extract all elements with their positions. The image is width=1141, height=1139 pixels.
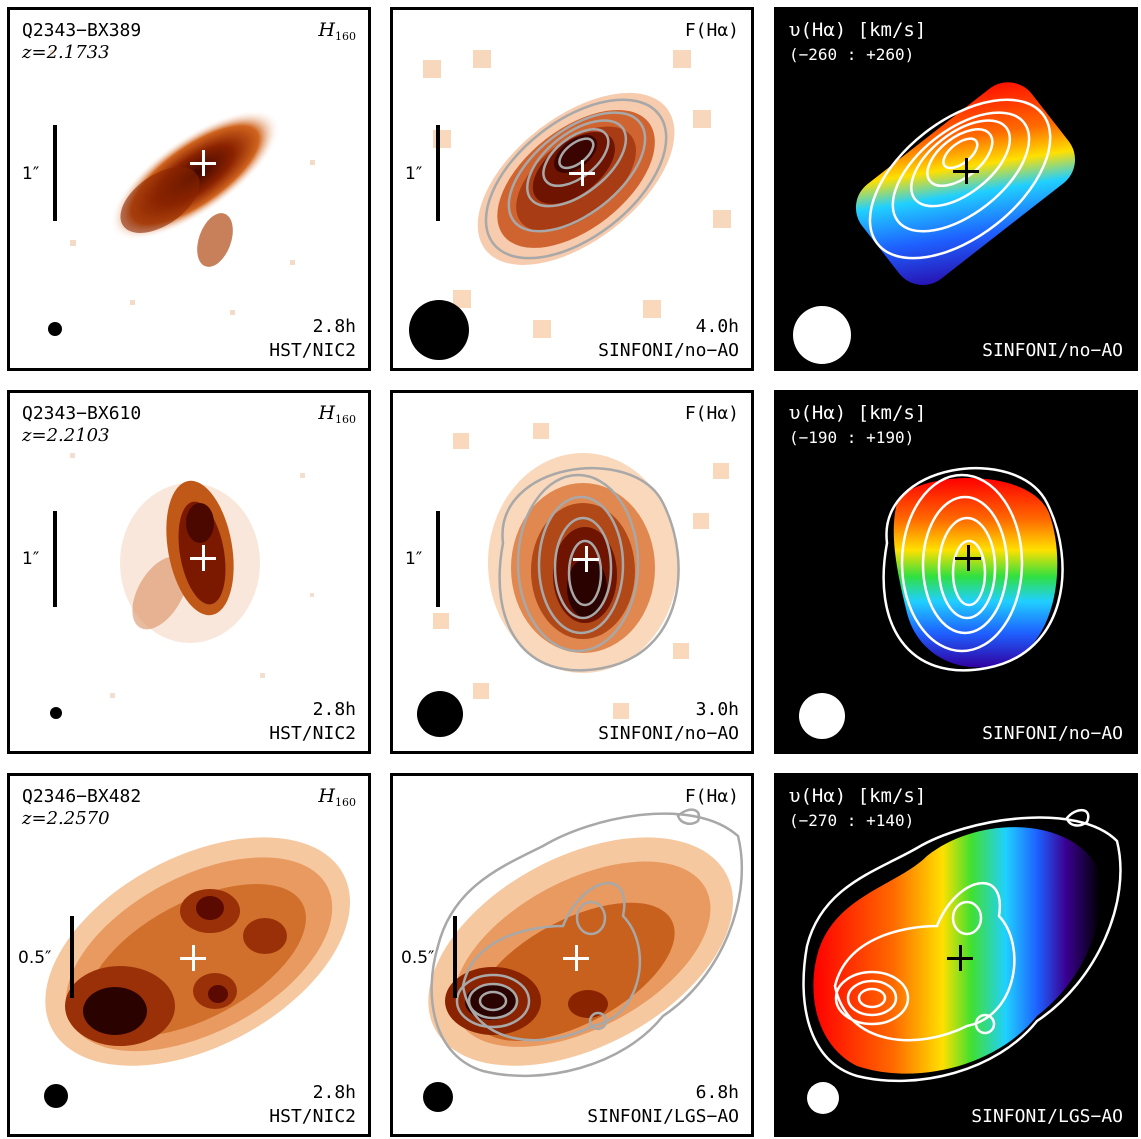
hst-image-panel-bx482: Q2346−BX482 z=2.2570 H160 0.5″ 2.8h HST/…	[7, 773, 371, 1137]
halpha-flux-map	[428, 808, 743, 1078]
scale-bar	[70, 916, 74, 998]
flux-label: F(Hα)	[684, 403, 739, 424]
velocity-label: υ(Hα) [km/s]	[789, 785, 927, 807]
flux-map-panel-bx610: F(Hα) 1″ 3.0h SINFONI/no−AO	[390, 390, 754, 754]
object-name: Q2343−BX389	[22, 20, 142, 41]
scale-label: 0.5″	[401, 948, 435, 968]
velocity-map-panel-bx482: υ(Hα) [km/s] (−270 : +140) SINFONI/LGS−A…	[774, 773, 1138, 1137]
center-cross-v	[585, 546, 588, 572]
halpha-flux-map	[423, 50, 731, 338]
halpha-velocity-map	[802, 809, 1122, 1083]
flux-map-panel-bx389: F(Hα) 1″ 4.0h SINFONI/no−AO	[390, 7, 754, 371]
psf-circle	[423, 1082, 453, 1112]
instrument-label: HST/NIC2	[269, 340, 356, 361]
halpha-flux-map	[433, 423, 729, 719]
velocity-range: (−270 : +140)	[789, 811, 915, 830]
center-cross-v	[202, 545, 205, 571]
exposure-time: 2.8h	[312, 1082, 356, 1103]
psf-circle	[807, 1082, 839, 1114]
hst-galaxy-image	[45, 837, 351, 1066]
velocity-label: υ(Hα) [km/s]	[789, 402, 927, 424]
exposure-time: 2.8h	[312, 316, 356, 337]
velocity-range: (−260 : +260)	[789, 45, 915, 64]
exposure-time: 6.8h	[695, 1082, 739, 1103]
instrument-label: SINFONI/no−AO	[982, 723, 1123, 744]
redshift: z=2.2570	[22, 808, 110, 829]
psf-circle	[44, 1084, 68, 1108]
redshift: z=2.1733	[22, 42, 110, 63]
scale-label: 1″	[22, 164, 40, 184]
exposure-time: 4.0h	[695, 316, 739, 337]
halpha-velocity-map	[882, 466, 1064, 672]
exposure-time: 3.0h	[695, 699, 739, 720]
psf-circle	[50, 707, 62, 719]
velocity-map-panel-bx389: υ(Hα) [km/s] (−260 : +260) SINFONI/no−AO	[774, 7, 1138, 371]
filter-label: H160	[318, 785, 356, 810]
psf-circle	[799, 693, 845, 739]
scale-label: 0.5″	[18, 948, 52, 968]
scale-bar	[436, 125, 440, 221]
filter-label: H160	[318, 19, 356, 44]
scale-bar	[436, 511, 440, 607]
psf-circle	[409, 300, 469, 360]
center-cross-v	[192, 945, 195, 971]
psf-circle	[48, 322, 62, 336]
center-cross-v	[575, 945, 578, 971]
scale-label: 1″	[405, 164, 423, 184]
psf-circle	[793, 306, 851, 364]
flux-map-panel-bx482: F(Hα) 0.5″ 6.8h SINFONI/LGS−AO	[390, 773, 754, 1137]
instrument-label: SINFONI/LGS−AO	[971, 1106, 1123, 1127]
scale-bar	[453, 916, 457, 998]
hst-galaxy-image	[70, 453, 314, 698]
scale-label: 1″	[405, 549, 423, 569]
scale-bar	[53, 511, 57, 607]
center-cross-v	[959, 945, 962, 971]
center-cross-v	[967, 545, 970, 571]
instrument-label: SINFONI/LGS−AO	[587, 1106, 739, 1127]
instrument-label: HST/NIC2	[269, 1106, 356, 1127]
flux-label: F(Hα)	[684, 20, 739, 41]
scale-label: 1″	[22, 549, 40, 569]
hst-image-panel-bx610: Q2343−BX610 z=2.2103 H160 1″ 2.8h HST/NI…	[7, 390, 371, 754]
instrument-label: SINFONI/no−AO	[982, 340, 1123, 361]
instrument-label: SINFONI/no−AO	[598, 340, 739, 361]
exposure-time: 2.8h	[312, 699, 356, 720]
redshift: z=2.2103	[22, 425, 110, 446]
velocity-range: (−190 : +190)	[789, 428, 915, 447]
object-name: Q2343−BX610	[22, 403, 142, 424]
velocity-map-panel-bx610: υ(Hα) [km/s] (−190 : +190) SINFONI/no−AO	[774, 390, 1138, 754]
object-name: Q2346−BX482	[22, 786, 142, 807]
scale-bar	[53, 125, 57, 221]
center-cross-v	[965, 158, 968, 184]
velocity-label: υ(Hα) [km/s]	[789, 19, 927, 41]
filter-label: H160	[318, 402, 356, 427]
instrument-label: SINFONI/no−AO	[598, 723, 739, 744]
flux-label: F(Hα)	[684, 786, 739, 807]
hst-galaxy-image	[50, 50, 315, 315]
hst-image-panel-bx389: Q2343−BX389 z=2.1733 H160 1″ 2.8h HST/NI…	[7, 7, 371, 371]
center-cross-v	[202, 150, 205, 176]
psf-circle	[417, 691, 463, 737]
center-cross-v	[581, 160, 584, 186]
instrument-label: HST/NIC2	[269, 723, 356, 744]
